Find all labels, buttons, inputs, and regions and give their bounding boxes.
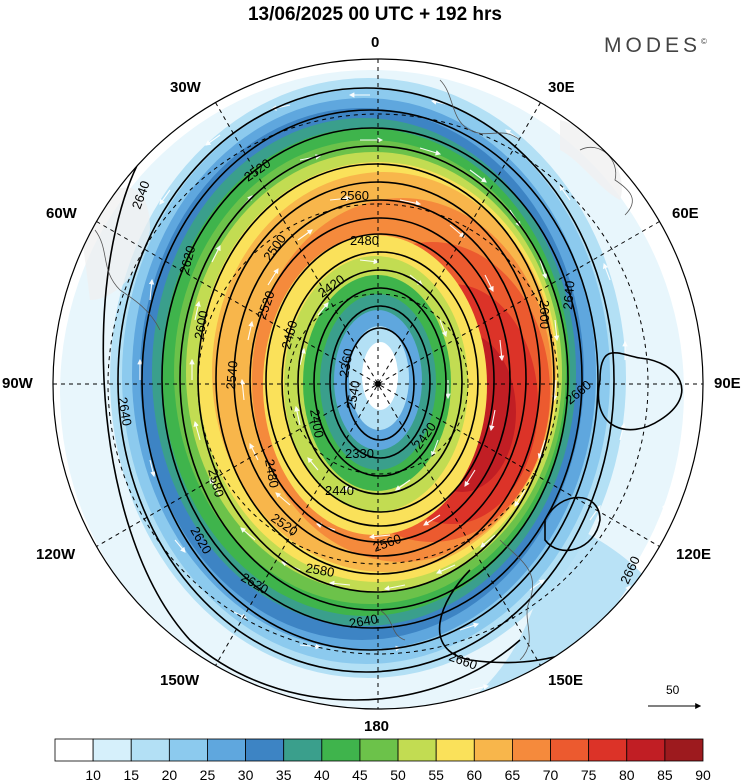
lon-label-150w: 150W (160, 672, 200, 689)
colorbar-tick-label: 70 (543, 767, 559, 782)
polar-map: 2640 2640 2640 2640 2660 2660 2660 2620 … (52, 58, 704, 710)
lon-label-60e: 60E (672, 205, 699, 222)
vector-reference: 50 (648, 683, 702, 709)
contour-label: 2540 (223, 360, 240, 390)
contour-label: 2600 (537, 300, 552, 329)
colorbar-box (550, 738, 590, 762)
contour-label: 2580 (304, 560, 335, 580)
colorbar-tick-label: 55 (428, 767, 444, 782)
contour-label: 2400 (307, 408, 327, 439)
contour-label: 2540 (343, 379, 363, 410)
map-title: 13/06/2025 00 UTC + 192 hrs (247, 4, 503, 25)
lon-label-120e: 120E (676, 546, 712, 563)
contour-label: 2480 (350, 233, 379, 248)
colorbar-box (130, 738, 170, 762)
colorbar-ticks: 10 15 20 25 30 35 40 45 50 55 60 65 70 75 80 85 90 (85, 767, 711, 782)
colorbar-tick-label: 90 (695, 767, 711, 782)
colorbar-box (588, 738, 628, 762)
contour-label: 2640 (560, 280, 577, 310)
colorbar-tick-label: 30 (238, 767, 254, 782)
graticule (53, 59, 703, 709)
lon-label-90e: 90E (714, 375, 741, 392)
colorbar-tick-label: 75 (581, 767, 597, 782)
lon-label-30w: 30W (170, 79, 201, 96)
colorbar-box (397, 738, 437, 762)
contour-label: 2330 (345, 446, 374, 461)
contour-label: 2480 (262, 458, 282, 489)
colorbar-tick-label: 80 (619, 767, 635, 782)
colorbar-tick-label: 60 (467, 767, 483, 782)
pole-marker (375, 381, 381, 387)
contour-label: 2620 (176, 244, 198, 276)
colorbar-box (207, 738, 246, 762)
colorbar-tick-label: 65 (505, 767, 521, 782)
contour-label: 2460 (278, 319, 300, 351)
lon-label-0: 0 (371, 34, 380, 51)
brand-copyright: © (701, 37, 707, 46)
colorbar-box (359, 738, 399, 762)
lon-label-30e: 30E (548, 79, 575, 96)
contour-label: 2440 (325, 483, 354, 498)
contour-label: 2560 (340, 188, 369, 203)
colorbar-box (54, 738, 94, 762)
coastlines (94, 79, 633, 661)
contour-label: 2600 (191, 309, 211, 340)
colorbar-boxes (54, 738, 704, 762)
colorbar-box (473, 738, 513, 762)
contour-label: 2640 (348, 611, 379, 631)
colorbar-tick-label: 10 (85, 767, 101, 782)
colorbar-box (321, 738, 361, 762)
colorbar: 10 15 20 25 30 35 40 45 50 55 60 65 70 75 80 85 90 (54, 738, 711, 782)
brand-text: MODES (604, 34, 702, 57)
colorbar-box (664, 738, 704, 762)
lon-label-60w: 60W (46, 205, 77, 222)
lon-label-150e: 150E (548, 672, 584, 689)
colorbar-tick-label: 45 (352, 767, 368, 782)
colorbar-box (626, 738, 666, 762)
vector-reference-label: 50 (666, 683, 680, 697)
colorbar-box (168, 738, 208, 762)
colorbar-box (512, 738, 551, 762)
colorbar-tick-label: 50 (390, 767, 406, 782)
map-boundary (52, 58, 704, 710)
lon-label-90w: 90W (2, 375, 33, 392)
colorbar-box (283, 738, 323, 762)
colorbar-tick-label: 40 (314, 767, 330, 782)
colorbar-box (245, 738, 285, 762)
colorbar-tick-label: 25 (200, 767, 216, 782)
contour-label: 2360 (336, 347, 356, 378)
colorbar-tick-label: 20 (162, 767, 178, 782)
modes-brand-logo: MODES© (604, 34, 707, 58)
colorbar-box (435, 738, 475, 762)
colorbar-tick-label: 35 (276, 767, 292, 782)
lon-label-120w: 120W (36, 546, 76, 563)
lon-label-180: 180 (364, 718, 390, 735)
colorbar-tick-label: 15 (123, 767, 139, 782)
contour-label: 2580 (205, 467, 227, 499)
colorbar-tick-label: 85 (657, 767, 673, 782)
contour-label: 2640 (115, 396, 135, 427)
colorbar-box (92, 738, 132, 762)
